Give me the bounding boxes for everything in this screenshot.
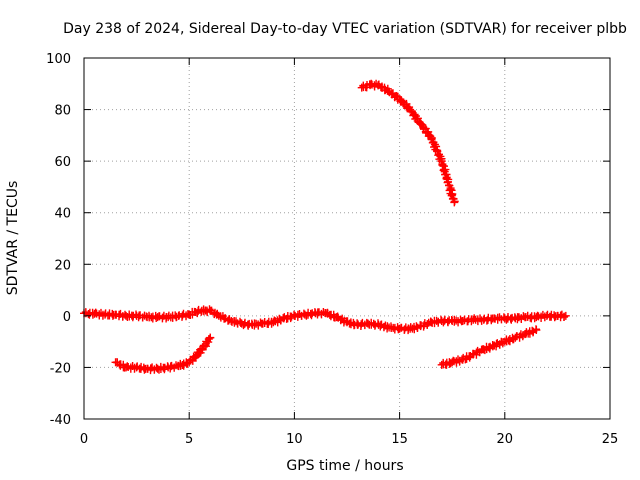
data-point-fill	[443, 178, 459, 206]
data-point-fill	[553, 310, 569, 322]
series-arc-main	[80, 305, 570, 335]
x-tick-label: 10	[286, 432, 303, 447]
series-arc-early-negative	[111, 333, 215, 375]
y-tick-label: 20	[54, 258, 71, 273]
data-point	[532, 326, 541, 335]
data-point-fill	[291, 309, 308, 321]
chart-title: Day 238 of 2024, Sidereal Day-to-day VTE…	[63, 21, 627, 37]
y-tick-label: 0	[63, 310, 71, 325]
axis-ticks: 0 5 10 15 20 25 -40 -20 0 20 40 60 80 100	[46, 52, 618, 447]
x-tick-label: 20	[497, 432, 514, 447]
x-tick-label: 25	[602, 432, 619, 447]
y-tick-label: 40	[54, 207, 71, 222]
x-tick-label: 15	[391, 432, 408, 447]
data-point-fill	[396, 96, 414, 113]
y-axis-label: SDTVAR / TECUs	[5, 181, 21, 296]
plot-frame	[83, 57, 611, 420]
data-point-fill	[437, 157, 453, 184]
data-point	[450, 198, 459, 207]
y-tick-label: 60	[54, 155, 71, 170]
x-tick-label: 5	[185, 432, 193, 447]
data-point	[206, 333, 215, 342]
series-arc-high	[357, 79, 459, 207]
data-point-fill	[417, 120, 435, 141]
y-tick-label: -20	[50, 361, 71, 376]
y-tick-label: 100	[46, 52, 71, 67]
series-arc-late-negative	[437, 325, 541, 369]
y-tick-label: 80	[54, 104, 71, 119]
data-point-fill	[427, 134, 446, 164]
x-tick-label: 0	[80, 432, 88, 447]
y-tick-label: -40	[50, 413, 71, 428]
data-point-fill	[193, 344, 207, 358]
data-layer	[80, 79, 570, 375]
x-axis-label: GPS time / hours	[286, 458, 403, 474]
data-point	[561, 311, 570, 320]
data-point-fill	[491, 313, 508, 324]
